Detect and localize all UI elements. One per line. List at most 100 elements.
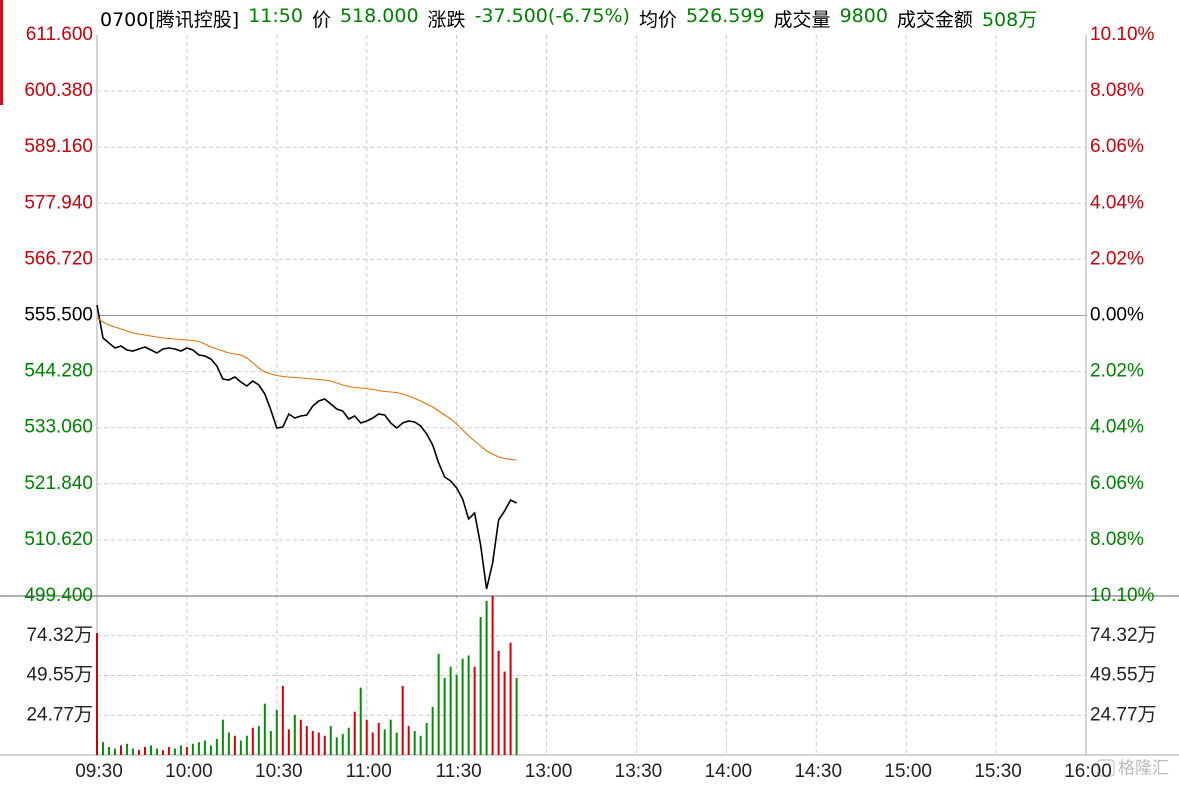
y2-tick-label: 6.06%: [1090, 136, 1144, 157]
x-tick-label: 15:30: [974, 761, 1022, 782]
volume-bar: [509, 642, 512, 755]
y-tick-label: 589.160: [24, 136, 93, 157]
y2-tick-label: 6.06%: [1090, 473, 1144, 494]
volume-bar: [101, 742, 104, 755]
y-tick-label: 555.500: [24, 305, 93, 326]
volume-bar: [335, 737, 338, 755]
volume-bar: [431, 706, 434, 755]
volume-tick-label: 24.77万: [26, 704, 93, 725]
avg-label: 均价: [638, 9, 677, 31]
y-tick-label: 544.280: [24, 361, 93, 382]
volume-bar: [149, 745, 152, 755]
volume-tick-label: 49.55万: [1090, 665, 1157, 686]
volume-bar: [167, 746, 170, 755]
volume-bar: [497, 650, 500, 755]
x-tick-label: 16:00: [1064, 761, 1112, 782]
watermark-text: 格隆汇: [1118, 758, 1169, 777]
volume-bar: [377, 722, 380, 755]
volume-bar: [245, 735, 248, 755]
volume-bar: [137, 750, 140, 755]
volume-bar: [449, 666, 452, 755]
x-tick-label: 10:30: [255, 761, 303, 782]
volume-tick-label: 49.55万: [26, 665, 93, 686]
volume-tick-label: 24.77万: [1090, 704, 1157, 725]
price-line: [96, 317, 517, 461]
volume-bar: [203, 740, 206, 755]
volume-bar: [479, 617, 482, 755]
volume-bar: [407, 726, 410, 755]
x-tick-label: 11:30: [436, 761, 482, 782]
volume-bar: [425, 722, 428, 755]
volume-bar: [107, 746, 110, 755]
price-label: 价: [311, 9, 331, 31]
volume-bar: [257, 726, 260, 755]
volume-bar: [155, 748, 158, 755]
x-tick-label: 09:30: [75, 761, 123, 782]
volume-bar: [179, 745, 182, 755]
volume-bar: [96, 633, 98, 755]
volume-bar: [467, 655, 470, 755]
volume-bar: [443, 677, 446, 755]
volume-bar: [299, 719, 302, 755]
avg: 526.599: [685, 5, 765, 27]
x-tick-label: 10:00: [165, 761, 213, 782]
volume-bar: [185, 746, 188, 755]
volume-bar: [197, 742, 200, 755]
volume-bar: [281, 686, 284, 755]
y-tick-label: 600.380: [24, 80, 93, 101]
y2-tick-label: 8.08%: [1090, 529, 1144, 550]
y2-tick-label: 0.00%: [1090, 305, 1144, 326]
y-tick-label: 521.840: [24, 473, 93, 494]
volume-bar: [119, 745, 122, 755]
volume-bar: [353, 711, 356, 755]
x-tick-label: 14:00: [705, 761, 753, 782]
code: 0700[腾讯控股]: [100, 9, 240, 31]
volume-bar: [395, 732, 398, 755]
volume-bar: [113, 748, 116, 755]
volume-bar: [269, 730, 272, 755]
volume-bar: [311, 730, 314, 755]
volume-bar: [491, 596, 494, 755]
watermark-icon: [1097, 759, 1115, 777]
volume-bar: [233, 735, 236, 755]
x-tick-label: 15:00: [884, 761, 932, 782]
volume-bar: [305, 726, 308, 755]
volume-bar: [173, 748, 176, 755]
watermark: 格隆汇: [1097, 758, 1169, 777]
time: 11:50: [248, 5, 303, 27]
volume-bar: [383, 729, 386, 755]
volume-bar: [365, 719, 368, 755]
volume-bar: [359, 687, 362, 755]
price-line: [96, 304, 517, 590]
volume-bar: [503, 671, 506, 755]
volume-bar: [485, 600, 488, 755]
y-tick-label: 566.720: [24, 248, 93, 269]
x-tick-label: 13:00: [525, 761, 573, 782]
change: -37.500(-6.75%): [474, 5, 630, 27]
volume-bar: [293, 714, 296, 755]
volume-bar: [275, 710, 278, 755]
y2-tick-label: 4.04%: [1090, 417, 1144, 438]
volume-bar: [221, 719, 224, 755]
volume-bar: [371, 732, 374, 755]
volume-bar: [239, 740, 242, 755]
volume-bar: [215, 738, 218, 755]
amount-label: 成交金额: [896, 9, 973, 31]
amount: 508万: [981, 9, 1038, 31]
y-tick-label: 611.600: [26, 24, 93, 45]
volume: 9800: [839, 5, 888, 27]
volume-label: 成交量: [773, 9, 831, 31]
x-tick-label: 11:00: [346, 761, 392, 782]
change-label: 涨跌: [427, 9, 466, 31]
y2-tick-label: 4.04%: [1090, 192, 1144, 213]
volume-bar: [323, 735, 326, 755]
y-tick-label: 533.060: [24, 417, 93, 438]
volume-tick-label: 74.32万: [26, 625, 93, 646]
x-tick-label: 14:30: [794, 761, 842, 782]
volume-bar: [125, 743, 128, 755]
accent-bar: [0, 0, 3, 105]
y2-tick-label: 8.08%: [1090, 80, 1144, 101]
volume-bar: [209, 745, 212, 755]
header: 0700[腾讯控股] 11:50 价 518.000 涨跌 -37.500(-6…: [100, 5, 1037, 32]
